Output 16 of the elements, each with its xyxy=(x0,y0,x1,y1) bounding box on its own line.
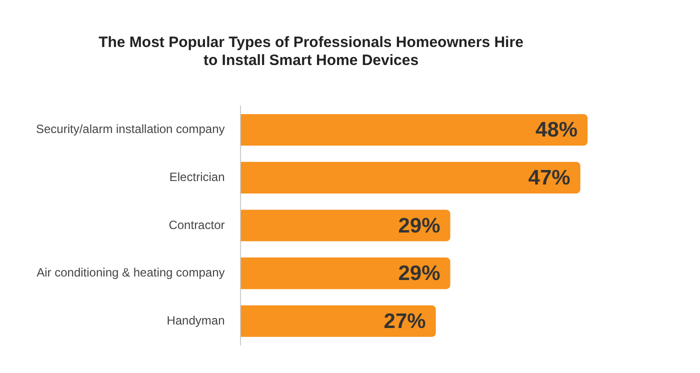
y-tick-label: Handyman xyxy=(166,313,225,328)
data-label: 47% xyxy=(528,166,571,190)
bar xyxy=(240,305,436,337)
data-label: 29% xyxy=(398,262,441,286)
data-label: 27% xyxy=(384,310,426,333)
y-tick-label: Electrician xyxy=(169,170,225,184)
data-label: 48% xyxy=(536,118,578,142)
bar xyxy=(240,258,450,290)
chart-title: The Most Popular Types of Professionals Homeowners Hire to Install Smart Home Devices xyxy=(98,34,524,70)
data-label: 29% xyxy=(398,214,441,238)
y-tick-label: Air conditioning & heating company xyxy=(36,266,225,280)
bar xyxy=(240,114,588,146)
bar xyxy=(240,210,450,242)
y-tick-label: Security/alarm installation company xyxy=(36,122,225,136)
bar xyxy=(240,162,580,194)
y-tick-label: Contractor xyxy=(168,218,225,232)
